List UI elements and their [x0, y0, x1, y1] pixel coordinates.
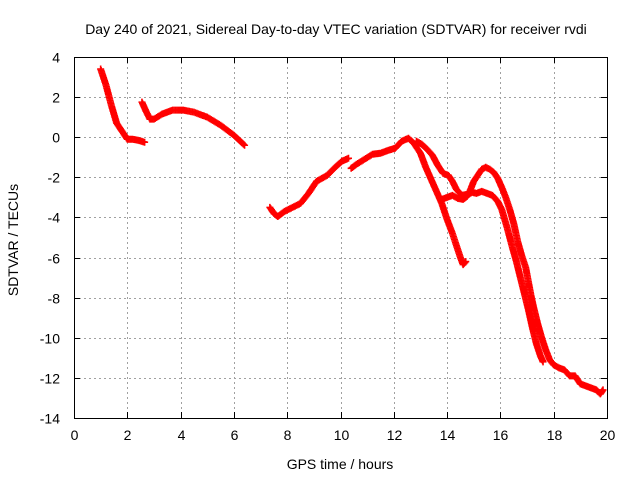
x-tick-label: 2	[124, 427, 132, 443]
x-axis-label: GPS time / hours	[287, 456, 394, 472]
y-tick-label: -10	[40, 331, 60, 347]
data-point	[141, 138, 149, 146]
y-tick-label: 4	[52, 50, 60, 66]
y-tick-label: -8	[48, 291, 61, 307]
grid-lines	[74, 57, 607, 418]
y-tick-label: -12	[40, 371, 60, 387]
axis-ticks: 0 2 4 6 8 10 12 14 16 18 20 -14 -12 -10 -8 -6 -4 -2 0 2 4	[40, 50, 616, 444]
data-point	[239, 140, 247, 148]
x-tick-label: 4	[178, 427, 186, 443]
y-tick-label: -2	[48, 170, 61, 186]
x-tick-label: 0	[71, 427, 79, 443]
x-tick-label: 10	[334, 427, 350, 443]
y-tick-label: -4	[48, 210, 61, 226]
x-tick-label: 6	[231, 427, 239, 443]
x-tick-label: 20	[600, 427, 616, 443]
y-axis-label: SDTVAR / TECUs	[5, 184, 21, 296]
data-point	[344, 154, 352, 162]
data-point	[462, 258, 470, 266]
data-point	[539, 358, 547, 366]
chart-title: Day 240 of 2021, Sidereal Day-to-day VTE…	[85, 21, 587, 37]
data-point	[461, 259, 469, 267]
x-tick-label: 8	[284, 427, 292, 443]
data-point	[599, 386, 607, 394]
y-tick-label: 0	[52, 130, 60, 146]
x-tick-label: 16	[493, 427, 509, 443]
y-tick-label: 2	[52, 90, 60, 106]
x-tick-label: 12	[387, 427, 403, 443]
x-tick-label: 14	[440, 427, 456, 443]
data-point	[241, 141, 249, 149]
y-tick-label: -14	[40, 411, 60, 427]
x-tick-label: 18	[547, 427, 563, 443]
y-tick-label: -6	[48, 251, 61, 267]
data-points	[97, 65, 607, 398]
